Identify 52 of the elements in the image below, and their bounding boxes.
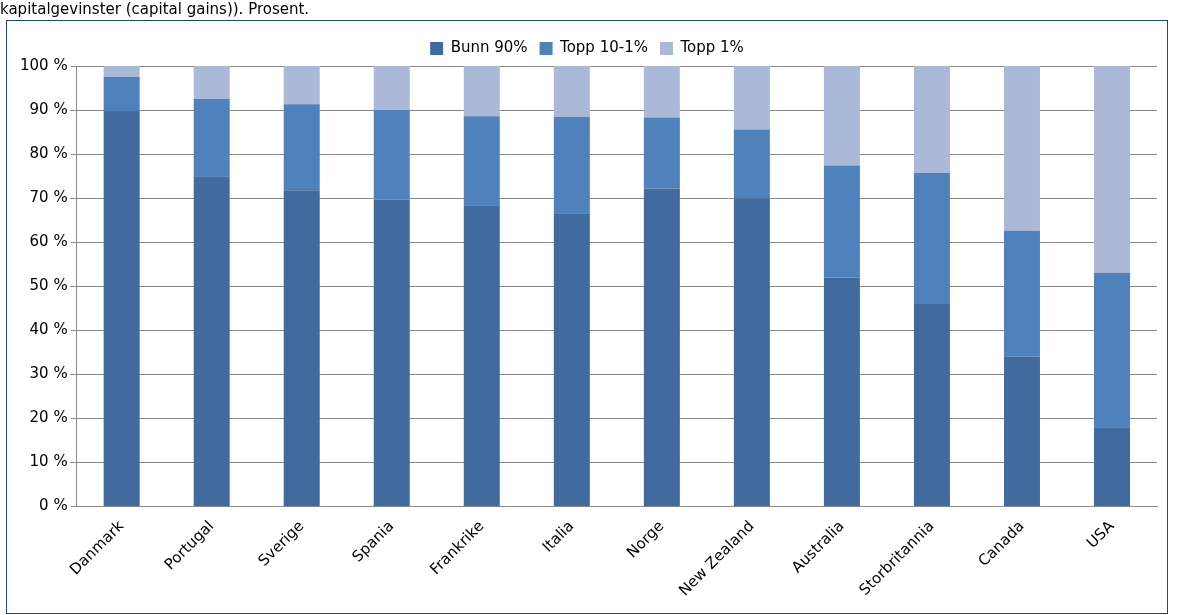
bar: [823, 66, 860, 166]
chart-title: kapitalgevinster (capital gains)). Prosent.: [0, 0, 310, 18]
bar: [373, 199, 410, 507]
bar: [373, 66, 410, 111]
y-tick-label: 80 %: [29, 144, 68, 163]
bar: [913, 303, 950, 507]
bar: [1003, 66, 1040, 231]
bar: [283, 190, 320, 507]
y-tick-label: 90 %: [29, 99, 68, 118]
bar: [553, 116, 590, 214]
y-tick-label: 0 %: [39, 496, 68, 515]
bar: [733, 66, 770, 130]
y-tick-label: 60 %: [29, 232, 68, 251]
bar: [913, 173, 950, 304]
y-tick-label: 20 %: [29, 408, 68, 427]
bar: [283, 104, 320, 191]
y-tick-label: 10 %: [29, 452, 68, 471]
bar: [643, 188, 680, 507]
bar: [823, 277, 860, 507]
bar: [463, 205, 500, 507]
legend-label: Bunn 90%: [450, 38, 528, 57]
bar: [643, 117, 680, 189]
bar: [193, 176, 230, 507]
y-tick-label: 30 %: [29, 364, 68, 383]
bar: [463, 66, 500, 117]
bar: [463, 116, 500, 206]
bar: [733, 198, 770, 507]
bar: [103, 77, 140, 111]
bar: [373, 110, 410, 200]
bar: [913, 66, 950, 174]
bar: [553, 213, 590, 507]
legend-label: Topp 10-1%: [559, 38, 648, 57]
bar: [1093, 427, 1130, 507]
bar: [193, 99, 230, 177]
bar: [283, 66, 320, 105]
bar: [643, 66, 680, 118]
bar: [1093, 66, 1130, 273]
y-tick-label: 70 %: [29, 188, 68, 207]
y-tick-label: 40 %: [29, 320, 68, 339]
legend-label: Topp 1%: [679, 38, 744, 57]
bar: [1003, 230, 1040, 357]
bar: [103, 110, 140, 507]
bar: [1093, 272, 1130, 428]
bar: [103, 66, 140, 78]
bar: [823, 165, 860, 278]
y-tick-label: 100 %: [20, 55, 68, 74]
bar: [193, 66, 230, 100]
x-tick-label: USA: [1082, 516, 1119, 552]
bar: [553, 66, 590, 117]
y-tick-label: 50 %: [29, 276, 68, 295]
bar: [1003, 356, 1040, 507]
bar: [733, 129, 770, 199]
